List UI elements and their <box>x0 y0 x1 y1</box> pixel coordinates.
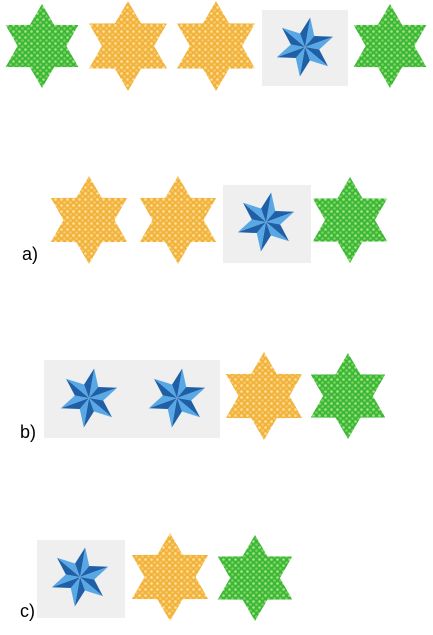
blue-star-facet <box>80 566 109 580</box>
blue-star-facet <box>276 47 305 59</box>
blue-star-facet <box>177 368 187 398</box>
blue-star-facet <box>80 577 103 597</box>
sequence-green-star-1 <box>5 4 79 88</box>
blue-star-facet <box>66 378 89 398</box>
option-c-blue-star <box>37 540 125 618</box>
blue-star-facet <box>266 192 276 222</box>
blue-star-facet <box>299 47 310 77</box>
blue-star-facet <box>57 557 80 577</box>
blue-star-facet <box>74 577 85 607</box>
blue-star-facet <box>89 386 118 398</box>
blue-star-facet <box>84 368 95 398</box>
blue-star-facet <box>80 547 90 577</box>
blue-star-facet <box>75 547 86 577</box>
blue-star-facet <box>266 222 289 242</box>
blue-star-facet <box>60 395 89 409</box>
blue-star-facet <box>237 219 266 233</box>
blue-star-facet <box>60 398 89 410</box>
blue-star-facet <box>243 202 266 222</box>
blue-star-facet <box>237 222 266 234</box>
blue-star-facet <box>66 378 89 398</box>
option-b-green-star <box>310 353 386 439</box>
blue-star-facet <box>305 36 334 50</box>
blue-star-facet <box>89 387 118 401</box>
blue-star-facet <box>295 47 305 77</box>
blue-star-facet <box>79 398 89 428</box>
blue-star-facet <box>261 192 272 222</box>
blue-star-facet <box>89 368 99 398</box>
blue-star-facet <box>57 557 80 577</box>
blue-star-facet <box>177 386 206 398</box>
blue-star-facet <box>305 17 315 47</box>
blue-star-facet <box>300 17 311 47</box>
blue-star-facet <box>89 398 112 418</box>
blue-star-facet <box>266 210 295 222</box>
blue-star-facet <box>305 35 334 47</box>
blue-star-facet <box>51 577 80 589</box>
option-label-c: c) <box>20 601 35 621</box>
blue-star-facet <box>266 211 295 225</box>
option-c-orange-star <box>131 533 209 621</box>
sequence-orange-star-1 <box>89 1 167 91</box>
blue-star-facet <box>83 398 94 428</box>
blue-star-facet <box>177 398 200 418</box>
blue-star-facet <box>89 398 112 418</box>
blue-star-facet <box>70 577 80 607</box>
sequence-orange-star-2 <box>177 1 255 91</box>
blue-star-facet <box>171 398 182 428</box>
option-a-orange-star-1 <box>50 176 128 264</box>
blue-star-facet <box>154 378 177 398</box>
blue-star-facet <box>172 368 183 398</box>
blue-star-facet <box>282 27 305 47</box>
blue-star-facet <box>167 398 177 428</box>
blue-star-facet <box>148 395 177 409</box>
option-label-b: b) <box>20 422 37 442</box>
blue-star-facet <box>177 398 200 418</box>
blue-star-facet <box>80 565 109 577</box>
blue-star-facet <box>51 574 80 588</box>
blue-star-facet <box>80 577 103 597</box>
blue-star-facet <box>305 47 328 67</box>
option-c-green-star <box>217 535 293 621</box>
sequence-green-star-2 <box>353 4 427 88</box>
option-a-orange-star-2 <box>139 176 217 264</box>
blue-star-facet <box>256 222 266 252</box>
option-label-a: a) <box>22 244 39 264</box>
option-a-green-star <box>312 177 388 263</box>
option-a-blue-star <box>223 185 311 263</box>
option-b-orange-star <box>225 352 303 440</box>
blue-star-facet <box>260 222 271 252</box>
blue-star-facet <box>148 398 177 410</box>
option-b-blue-stars <box>44 360 220 438</box>
sequence-blue-star <box>262 10 348 86</box>
blue-star-facet <box>177 387 206 401</box>
blue-star-facet <box>154 378 177 398</box>
blue-star-facet <box>276 44 305 58</box>
blue-star-facet <box>243 202 266 222</box>
